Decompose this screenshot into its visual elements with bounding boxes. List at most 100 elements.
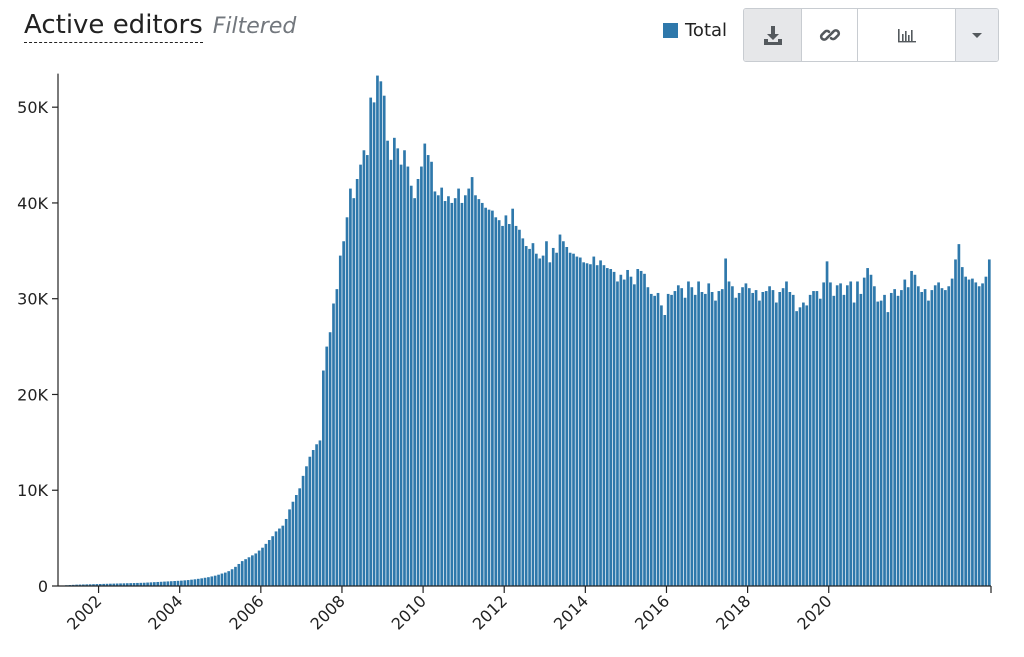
bar[interactable]: [724, 258, 727, 586]
bar[interactable]: [558, 234, 562, 587]
chart-options-dropdown[interactable]: [956, 9, 998, 61]
bar[interactable]: [169, 581, 173, 586]
bar[interactable]: [190, 579, 193, 586]
bar[interactable]: [900, 290, 903, 586]
bar[interactable]: [153, 582, 156, 586]
bar[interactable]: [186, 580, 190, 586]
bar[interactable]: [207, 577, 210, 586]
bar[interactable]: [639, 270, 643, 586]
bar[interactable]: [261, 547, 264, 586]
bar[interactable]: [981, 283, 984, 586]
bar[interactable]: [896, 295, 900, 586]
bar[interactable]: [714, 300, 717, 586]
bar[interactable]: [977, 286, 981, 586]
bar[interactable]: [788, 292, 792, 586]
bar[interactable]: [477, 199, 481, 587]
bar[interactable]: [930, 290, 934, 586]
bar[interactable]: [142, 582, 146, 586]
bar[interactable]: [240, 561, 244, 586]
bar[interactable]: [372, 102, 376, 586]
bar[interactable]: [812, 291, 815, 586]
bar[interactable]: [551, 247, 555, 586]
bar[interactable]: [491, 210, 494, 587]
bar[interactable]: [507, 224, 511, 586]
bar[interactable]: [298, 488, 302, 586]
bar[interactable]: [315, 444, 318, 586]
bar[interactable]: [825, 261, 829, 586]
bar[interactable]: [741, 287, 744, 586]
bar[interactable]: [791, 294, 795, 586]
bar[interactable]: [294, 495, 298, 586]
bar[interactable]: [227, 571, 231, 586]
bar[interactable]: [467, 188, 471, 586]
bar[interactable]: [974, 282, 978, 586]
bar[interactable]: [798, 307, 802, 586]
bar[interactable]: [349, 188, 352, 586]
bar[interactable]: [676, 285, 680, 586]
bar[interactable]: [257, 550, 261, 586]
bar[interactable]: [602, 265, 606, 586]
bar[interactable]: [568, 252, 572, 587]
bar[interactable]: [636, 269, 640, 586]
bar[interactable]: [521, 238, 525, 586]
bar[interactable]: [359, 164, 362, 586]
bar[interactable]: [541, 255, 545, 587]
bar[interactable]: [903, 279, 907, 586]
bar[interactable]: [318, 440, 322, 586]
bar[interactable]: [284, 518, 288, 586]
bar[interactable]: [176, 580, 180, 586]
bar[interactable]: [717, 291, 721, 586]
bar[interactable]: [822, 282, 826, 586]
bar[interactable]: [609, 269, 613, 586]
bar[interactable]: [839, 283, 842, 586]
bar[interactable]: [528, 248, 531, 586]
bar[interactable]: [464, 195, 467, 586]
bar[interactable]: [223, 572, 227, 586]
bar[interactable]: [267, 540, 271, 586]
bar[interactable]: [139, 582, 143, 586]
bar[interactable]: [389, 159, 393, 586]
bar[interactable]: [727, 281, 731, 586]
bar[interactable]: [355, 179, 359, 586]
bar[interactable]: [599, 260, 602, 586]
chart-title[interactable]: Active editors: [24, 10, 203, 43]
bar[interactable]: [710, 292, 714, 586]
bar[interactable]: [85, 584, 89, 586]
bar[interactable]: [859, 293, 863, 586]
bar[interactable]: [109, 583, 112, 586]
bar[interactable]: [775, 302, 778, 586]
bar[interactable]: [203, 577, 207, 586]
bar[interactable]: [660, 305, 663, 586]
bar[interactable]: [311, 450, 315, 586]
bar[interactable]: [423, 143, 427, 586]
bar[interactable]: [332, 303, 335, 587]
bar[interactable]: [440, 187, 444, 586]
bar[interactable]: [781, 288, 785, 586]
bar[interactable]: [754, 290, 758, 586]
bar[interactable]: [747, 288, 751, 586]
bar[interactable]: [406, 166, 410, 587]
bar[interactable]: [913, 274, 917, 586]
bar[interactable]: [173, 581, 176, 586]
bar[interactable]: [927, 300, 930, 586]
bar[interactable]: [159, 581, 163, 586]
bar[interactable]: [856, 281, 859, 586]
bar[interactable]: [301, 475, 305, 586]
bar[interactable]: [805, 305, 809, 586]
bar[interactable]: [399, 164, 403, 586]
bar[interactable]: [115, 583, 119, 586]
bar[interactable]: [987, 259, 991, 586]
bar[interactable]: [666, 293, 670, 586]
bar[interactable]: [278, 528, 281, 586]
bar[interactable]: [82, 584, 85, 586]
bar[interactable]: [656, 292, 660, 586]
bar[interactable]: [213, 575, 217, 586]
bar[interactable]: [538, 258, 542, 586]
bar[interactable]: [687, 281, 690, 586]
bar[interactable]: [335, 289, 339, 586]
bar[interactable]: [572, 253, 575, 586]
bar[interactable]: [862, 277, 866, 586]
bar[interactable]: [562, 241, 565, 586]
bar[interactable]: [950, 278, 954, 586]
bar[interactable]: [842, 294, 846, 586]
